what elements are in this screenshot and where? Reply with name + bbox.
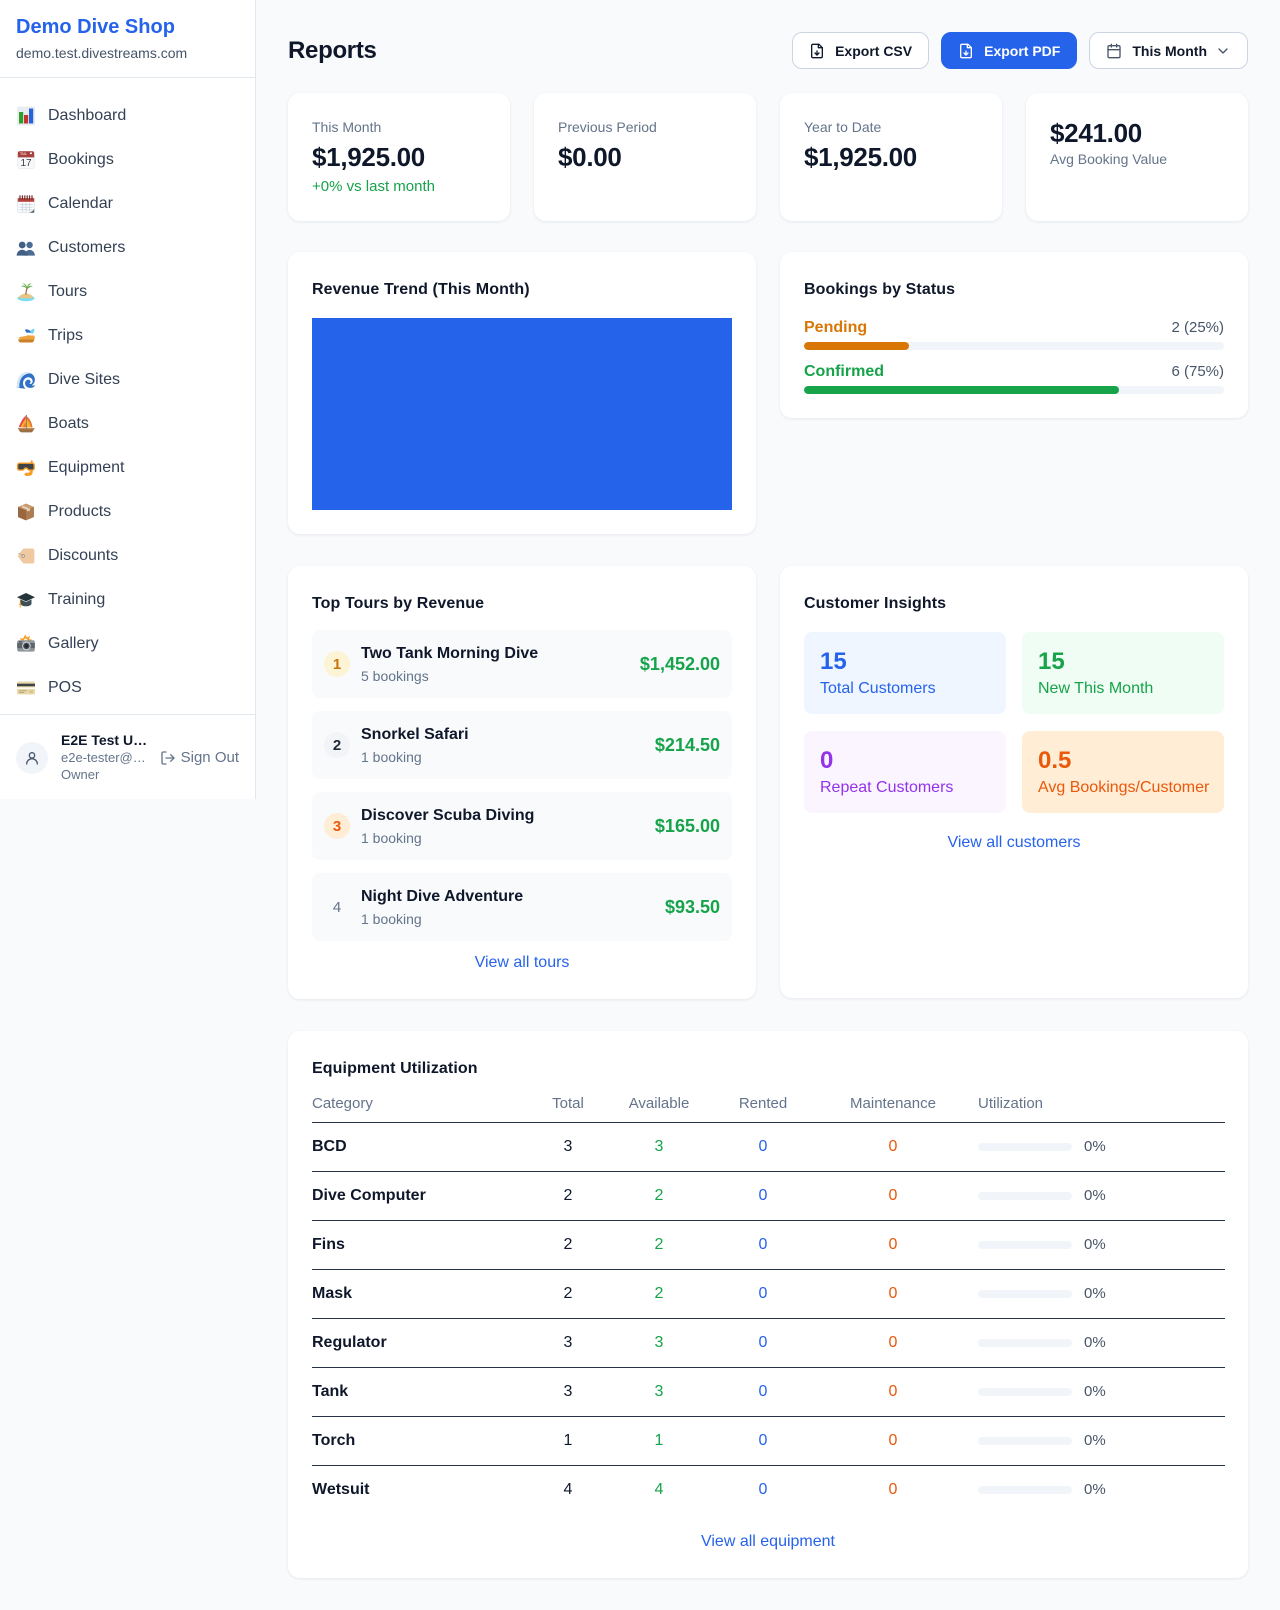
- svg-text:JUL: JUL: [21, 152, 27, 156]
- svg-text:17: 17: [20, 158, 32, 169]
